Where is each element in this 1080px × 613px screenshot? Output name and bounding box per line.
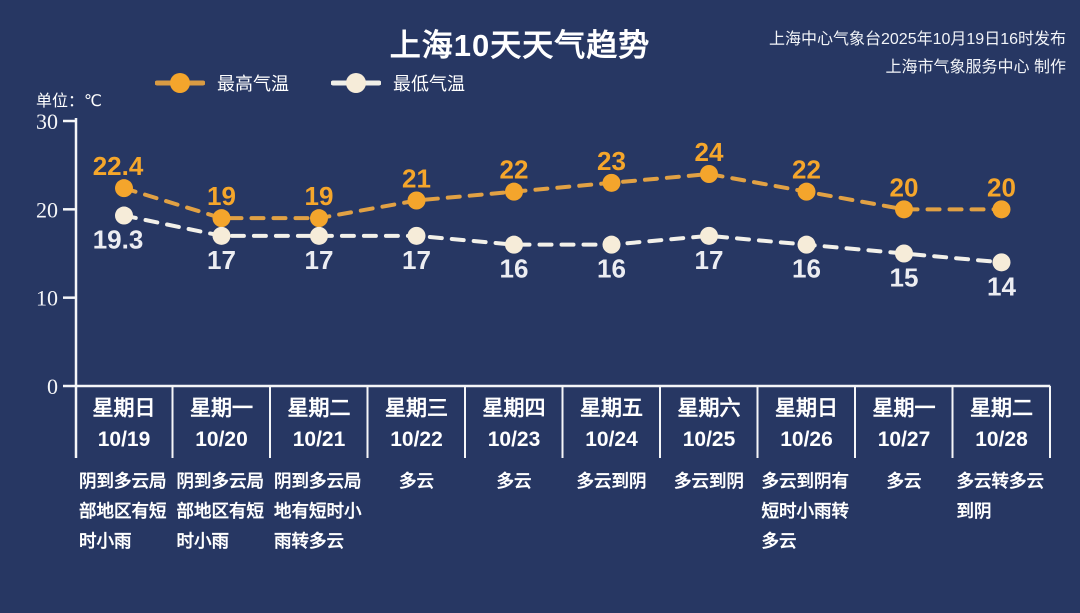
low-temp-value: 16 [500,254,529,284]
high-temp-value: 22 [500,155,529,185]
chart-legend: 最高气温 最低气温 [155,70,465,96]
source-line-1: 上海中心气象台2025年10月19日16时发布 [769,31,1066,48]
source-line-2: 上海市气象服务中心 制作 [885,59,1066,76]
high-temp-value: 24 [695,137,724,167]
high-temp-point [895,200,913,219]
low-temp-value: 15 [890,263,919,293]
low-temp-point [407,226,426,245]
low-temp-value: 17 [402,245,431,275]
low-temp-point [992,253,1011,272]
high-temp-point [797,182,816,201]
low-temp-value: 16 [597,254,626,284]
high-temp-point [407,191,426,210]
unit-label: 单位：℃ [36,93,102,110]
low-temp-point [895,244,913,263]
low-temp-value: 17 [305,245,334,275]
high-temp-point [310,209,328,228]
high-temp-value: 22.4 [93,151,144,181]
high-temp-value: 21 [402,164,431,194]
low-temp-point [700,226,718,245]
legend-high-label: 最高气温 [217,74,289,94]
y-tick-label: 10 [36,286,58,311]
legend-low-label: 最低气温 [393,74,465,94]
y-tick-label: 30 [36,109,58,134]
low-temp-line [122,213,1004,265]
high-temp-point [505,182,523,201]
high-temp-marker-icon [155,73,205,93]
high-temp-value: 20 [890,172,919,202]
low-temp-point [505,235,523,254]
y-tick-label: 20 [36,197,58,222]
low-temp-point [310,226,328,245]
low-temp-value: 17 [695,245,724,275]
high-temp-value: 23 [597,146,626,176]
low-temp-value: 14 [987,271,1016,301]
high-temp-point [992,200,1011,219]
y-tick-label: 0 [47,374,58,399]
low-temp-value: 16 [792,254,821,284]
legend-item-high: 最高气温 [155,70,289,96]
low-temp-point [212,226,231,245]
low-temp-point [602,235,621,254]
low-temp-point [115,206,133,225]
high-temp-point [115,179,133,198]
low-temp-marker-icon [331,73,381,93]
low-temp-value: 19.3 [93,225,144,255]
high-temp-point [212,209,231,228]
high-temp-value: 22 [792,155,821,185]
high-temp-point [700,165,718,183]
high-temp-line [122,171,1004,221]
high-temp-value: 19 [305,181,334,211]
legend-item-low: 最低气温 [331,70,465,96]
high-temp-value: 20 [987,172,1016,202]
source-info: 上海中心气象台2025年10月19日16时发布 上海市气象服务中心 制作 [769,26,1066,82]
high-temp-point [602,173,621,192]
low-temp-point [797,235,816,254]
page-title: 上海10天天气趋势 [389,28,651,63]
low-temp-value: 17 [207,245,236,275]
high-temp-value: 19 [207,181,236,211]
